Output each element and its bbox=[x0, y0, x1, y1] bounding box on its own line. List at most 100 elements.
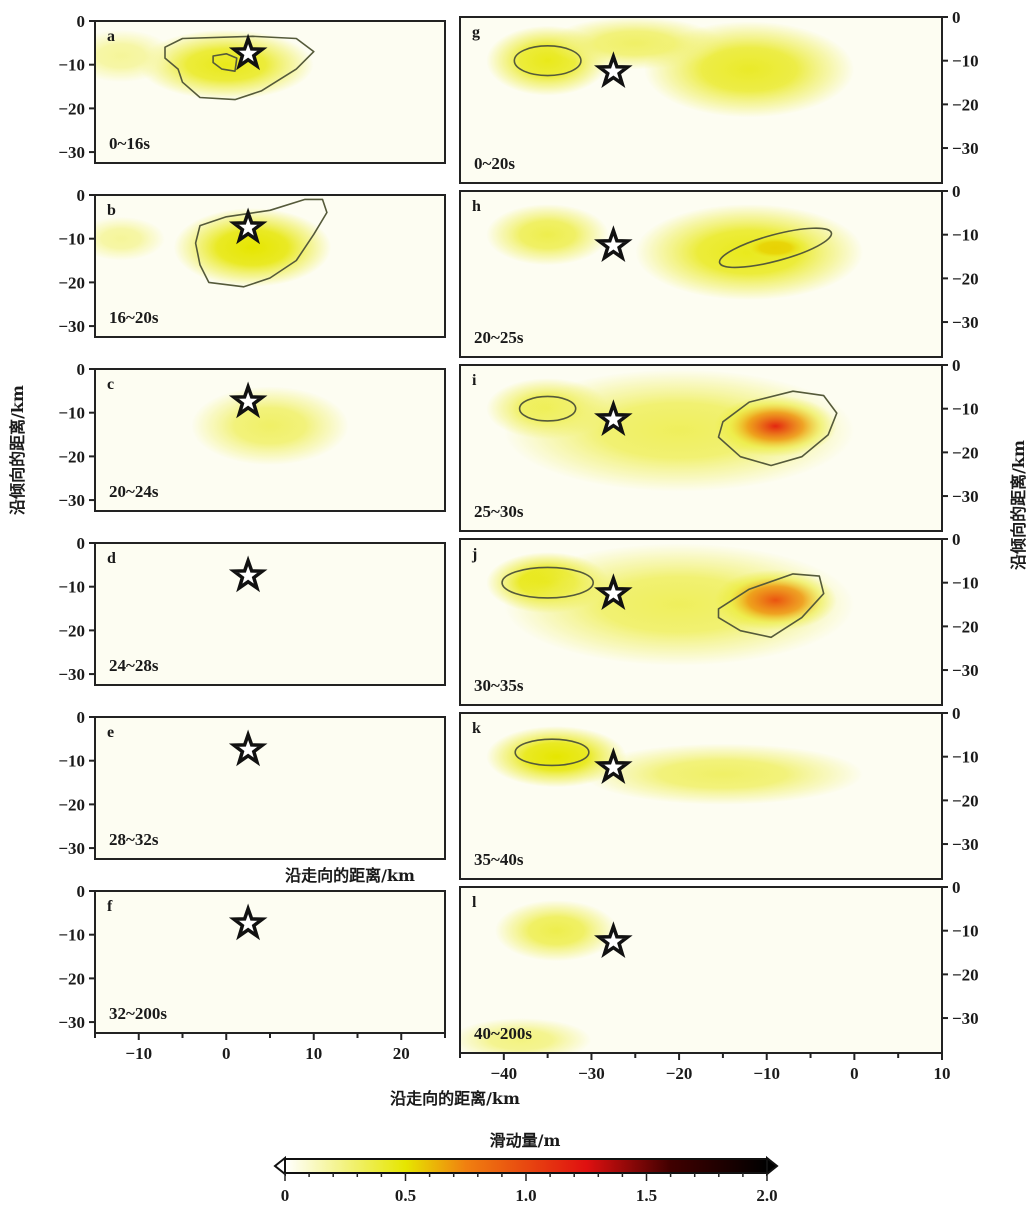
y-tick-label: −30 bbox=[58, 491, 85, 510]
panel-letter: a bbox=[107, 28, 115, 45]
slip-contour bbox=[718, 227, 833, 269]
panel-letter: h bbox=[472, 198, 481, 215]
panel-frame bbox=[94, 368, 446, 512]
y-tick-label: −20 bbox=[952, 95, 979, 114]
y-tick-label: −20 bbox=[952, 617, 979, 636]
hypocenter-star-icon bbox=[594, 225, 633, 263]
colorbar-max-arrow bbox=[766, 1155, 779, 1177]
panel-time-window: 35~40s bbox=[474, 850, 524, 869]
x-tick-label: −40 bbox=[490, 1064, 517, 1083]
hypocenter-star-icon bbox=[228, 33, 268, 71]
y-tick-label: 0 bbox=[952, 182, 961, 201]
hypocenter-star-icon bbox=[228, 381, 268, 419]
panel-d: d 24~28s 0 −10 −20 −30 bbox=[58, 534, 446, 686]
y-tick-label: −20 bbox=[58, 621, 85, 640]
panel-letter: b bbox=[107, 202, 116, 219]
panel-e: e 28~32s 0 −10 −20 −30 bbox=[58, 708, 446, 860]
y-tick-label: −20 bbox=[58, 273, 85, 292]
hypocenter-star-icon bbox=[594, 51, 633, 89]
y-tick-label: −20 bbox=[952, 965, 979, 984]
x-tick-label: 20 bbox=[393, 1044, 410, 1063]
panel-letter: k bbox=[472, 720, 481, 737]
x-tick-label: −30 bbox=[578, 1064, 605, 1083]
hypocenter-star-icon bbox=[594, 747, 633, 785]
y-tick-label: 0 bbox=[77, 186, 86, 205]
y-tick-label: −10 bbox=[952, 52, 979, 71]
panel-f: f 32~200s 0 −10 −20 −30 −10 0 10 20 bbox=[58, 882, 446, 1063]
right-y-axis-title: 沿倾向的距离/km bbox=[1009, 440, 1028, 570]
slip-patch bbox=[460, 1018, 592, 1053]
slip-patch bbox=[495, 900, 618, 962]
panel-frame bbox=[459, 364, 943, 532]
slip-contour bbox=[212, 53, 238, 72]
slip-contour bbox=[518, 395, 577, 422]
y-tick-label: −30 bbox=[952, 835, 979, 854]
slip-contour bbox=[501, 566, 595, 599]
y-tick-label: −30 bbox=[58, 143, 85, 162]
colorbar-tick-label: 2.0 bbox=[756, 1186, 777, 1205]
colorbar-tick-label: 1.5 bbox=[636, 1186, 657, 1205]
y-tick-label: −20 bbox=[58, 99, 85, 118]
panel-letter: c bbox=[107, 376, 114, 393]
y-tick-label: −20 bbox=[952, 791, 979, 810]
y-tick-label: 0 bbox=[77, 12, 86, 31]
y-tick-label: −10 bbox=[58, 230, 85, 249]
slip-patch bbox=[95, 216, 165, 261]
panel-time-window: 28~32s bbox=[109, 830, 159, 849]
panel-frame bbox=[94, 20, 446, 164]
y-tick-label: 0 bbox=[952, 704, 961, 723]
y-tick-label: −10 bbox=[58, 404, 85, 423]
panel-frame bbox=[459, 190, 943, 358]
panel-letter: j bbox=[471, 546, 477, 563]
hypocenter-star-icon bbox=[228, 729, 268, 767]
panel-time-window: 24~28s bbox=[109, 656, 159, 675]
hypocenter-star-icon bbox=[228, 555, 268, 593]
x-tick-label: 10 bbox=[934, 1064, 951, 1083]
y-tick-label: −10 bbox=[58, 56, 85, 75]
y-tick-label: −10 bbox=[58, 926, 85, 945]
slip-patch bbox=[714, 569, 837, 631]
y-tick-label: −10 bbox=[952, 400, 979, 419]
slip-contour bbox=[514, 738, 590, 767]
slip-patch bbox=[173, 208, 332, 287]
panel-time-window: 40~200s bbox=[474, 1024, 532, 1043]
panel-letter: e bbox=[107, 724, 114, 741]
y-tick-label: 0 bbox=[952, 8, 961, 27]
panel-h: h 20~25s 0 −10 −20 −30 bbox=[459, 182, 979, 358]
y-tick-label: −30 bbox=[952, 313, 979, 332]
y-tick-label: −30 bbox=[952, 139, 979, 158]
slip-contour bbox=[717, 390, 838, 467]
colorbar-gradient bbox=[284, 1158, 768, 1174]
panel-frame bbox=[459, 16, 943, 184]
y-tick-label: −30 bbox=[58, 839, 85, 858]
panel-letter: d bbox=[107, 550, 116, 567]
bottom-x-axis-title: 沿走向的距离/km bbox=[390, 1089, 520, 1108]
panel-g: g 0~20s 0 −10 −20 −30 bbox=[459, 8, 979, 184]
y-tick-label: 0 bbox=[952, 878, 961, 897]
y-tick-label: −20 bbox=[58, 447, 85, 466]
panel-a: a 0~16s 0 −10 −20 −30 bbox=[58, 12, 446, 164]
panel-frame bbox=[459, 538, 943, 706]
slip-contour bbox=[194, 198, 328, 288]
slip-patch bbox=[95, 29, 174, 83]
panel-time-window: 30~35s bbox=[474, 676, 524, 695]
x-tick-label: −10 bbox=[753, 1064, 780, 1083]
y-tick-label: −10 bbox=[952, 748, 979, 767]
hypocenter-star-icon bbox=[228, 207, 268, 245]
hypocenter-star-icon bbox=[594, 399, 633, 437]
slip-patch bbox=[191, 386, 349, 466]
y-tick-label: −20 bbox=[952, 443, 979, 462]
panel-i: i 25~30s 0 −10 −20 −30 bbox=[459, 356, 979, 532]
slip-contour bbox=[717, 573, 825, 639]
y-tick-label: −30 bbox=[58, 665, 85, 684]
panel-time-window: 32~200s bbox=[109, 1004, 167, 1023]
slip-patch bbox=[740, 234, 811, 261]
panel-time-window: 0~20s bbox=[474, 154, 515, 173]
slip-contour bbox=[513, 45, 582, 77]
left-y-axis-title: 沿倾向的距离/km bbox=[8, 385, 27, 515]
panel-b: b 16~20s 0 −10 −20 −30 bbox=[58, 186, 446, 338]
hypocenter-star-icon bbox=[594, 573, 633, 611]
panel-grid: a 0~16s 0 −10 −20 −30 b 16~20s 0 −10 −20 −30 c 20~24s… bbox=[58, 8, 978, 1083]
y-tick-label: −30 bbox=[952, 661, 979, 680]
